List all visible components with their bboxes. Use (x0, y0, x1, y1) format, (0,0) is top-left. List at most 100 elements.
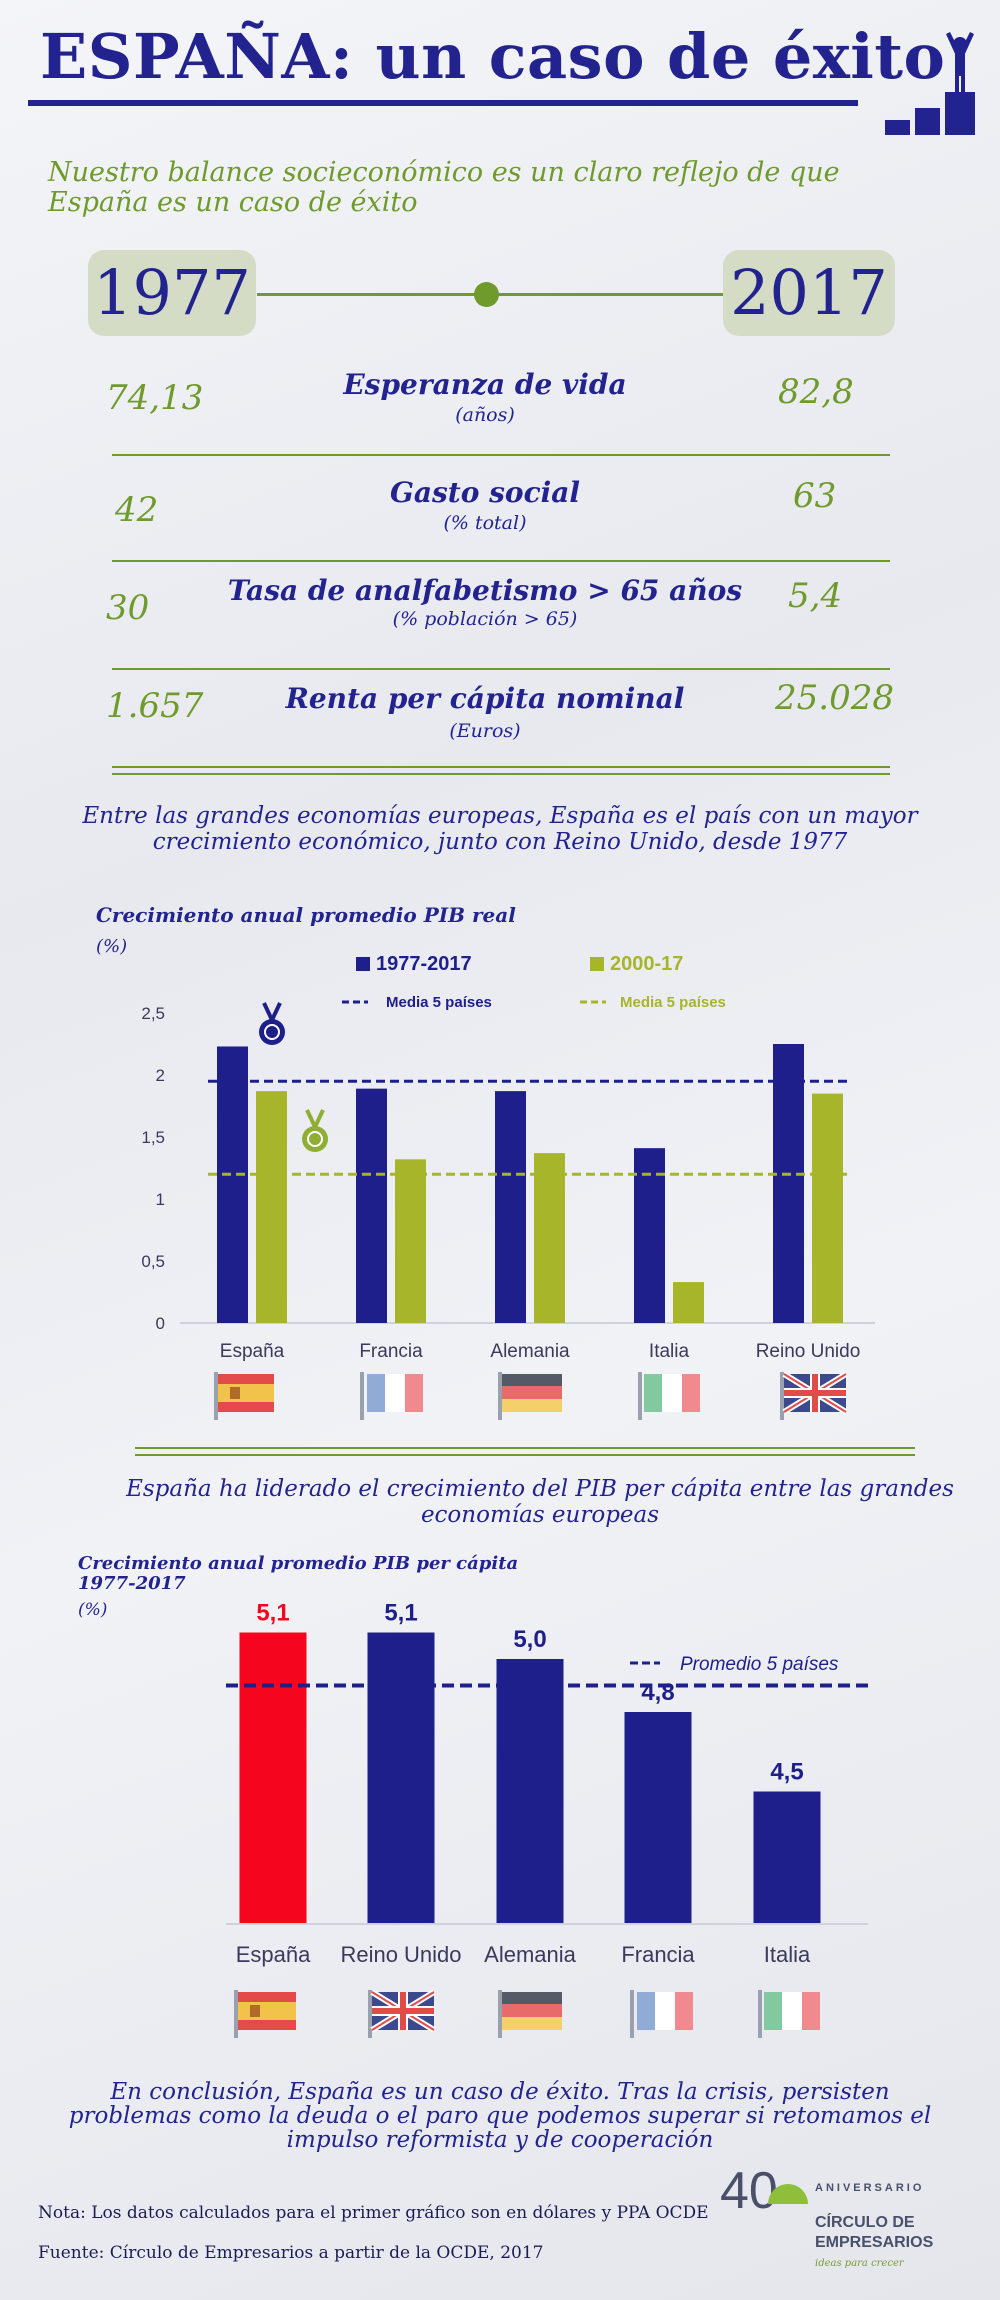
chart2-data-label: 5,1 (384, 1600, 417, 1627)
section1-text: Entre las grandes economías europeas, Es… (82, 803, 918, 855)
chart1-ytick-label: 1,5 (141, 1128, 165, 1147)
chart1-xtick-label: Francia (359, 1341, 423, 1362)
flag-france-icon (360, 1372, 423, 1420)
indicator-unit: (% población > 65) (392, 608, 578, 630)
section-divider (135, 1454, 915, 1456)
indicator-label: Esperanza de vida (343, 368, 627, 401)
chart1-xtick-label: Alemania (490, 1341, 570, 1362)
indicator-divider-double (112, 766, 890, 768)
indicator-divider (112, 454, 890, 456)
chart2-bar (367, 1632, 435, 1924)
indicator-1977-value: 74,13 (106, 378, 204, 418)
chart2-data-label: 4,8 (641, 1679, 674, 1706)
chart1-ytick-label: 0,5 (141, 1252, 165, 1271)
chart1-bar-a (773, 1044, 804, 1323)
source-text: Fuente: Círculo de Empresarios a partir … (38, 2243, 544, 2263)
chart2-xtick-label: Reino Unido (340, 1942, 461, 1967)
anniversary-logo: 40 (720, 2160, 815, 2224)
chart2-bars (239, 1632, 821, 1924)
flag-uk-icon (780, 1371, 848, 1420)
chart2-ylabel: (%) (78, 1600, 108, 1620)
chart2-xtick-label: Alemania (484, 1942, 576, 1967)
chart1-xtick-label: España (220, 1341, 285, 1362)
indicator-label: Renta per cápita nominal (285, 682, 685, 715)
flag-italy-icon (758, 1990, 820, 2038)
flag-germany-icon (498, 1990, 562, 2038)
chart1-ytick-label: 2 (156, 1066, 165, 1085)
conclusion-text: En conclusión, España es un caso de éxit… (68, 2079, 932, 2153)
chart2-xlabels: España Reino Unido Alemania Francia Italia (236, 1942, 811, 1967)
chart2-xtick-label: Francia (621, 1942, 695, 1967)
indicator-unit: (años) (455, 404, 515, 426)
brand-name-line1: CÍRCULO DE (815, 2214, 915, 2231)
legend-label-1977: 1977-2017 (376, 953, 472, 975)
legend-swatch-2000 (590, 957, 604, 971)
chart2-xtick-label: Italia (764, 1942, 811, 1967)
chart1-title: Crecimiento anual promedio PIB real (96, 903, 516, 927)
section-divider (135, 1447, 915, 1449)
timeline-dot (474, 282, 499, 307)
chart2-bar (496, 1659, 564, 1924)
chart1-bar-b (395, 1159, 426, 1323)
flag-spain-icon (234, 1990, 296, 2038)
chart2-bar (753, 1791, 821, 1924)
chart2-bar (624, 1712, 692, 1924)
legend-swatch-1977 (356, 957, 370, 971)
chart2-title: Crecimiento anual promedio PIB per cápit… (78, 1553, 519, 1574)
podium-icon (880, 30, 990, 144)
chart2-subtitle: 1977-2017 (78, 1573, 186, 1594)
chart1-bars (217, 1044, 843, 1323)
chart2-data-label: 5,1 (256, 1600, 289, 1627)
anniversary-number: 40 (720, 2162, 778, 2220)
chart2-legend-label: Promedio 5 países (680, 1654, 839, 1675)
indicator-unit: (% total) (443, 512, 527, 534)
indicator-2017-value: 82,8 (778, 372, 854, 412)
legend-label-2000: 2000-17 (610, 953, 683, 975)
chart1-bar-b (534, 1153, 565, 1323)
indicator-divider (112, 668, 890, 670)
page-title: ESPAÑA: un caso de éxito (40, 20, 946, 93)
chart1-yticks: 0 0,5 1 1,5 2 2,5 (141, 1004, 165, 1333)
flag-spain-icon (214, 1372, 274, 1420)
chart2-data-label: 4,5 (770, 1759, 803, 1786)
chart1-svg: 0 0,5 1 1,5 2 2,5 España Francia Alemania Italia… (141, 953, 875, 1420)
chart1-bar-b (673, 1282, 704, 1323)
note-text: Nota: Los datos calculados para el prime… (38, 2203, 709, 2223)
gold-medal-icon (259, 1002, 285, 1045)
indicator-1977-value: 1.657 (106, 686, 204, 726)
chart1-reference-lines (208, 1079, 852, 1176)
indicator-divider (112, 560, 890, 562)
silver-medal-icon (302, 1109, 328, 1152)
indicator-2017-value: 25.028 (775, 678, 894, 718)
indicator-label: Tasa de analfabetismo > 65 años (227, 574, 743, 607)
section2-text: España ha liderado el crecimiento del PI… (126, 1476, 954, 1528)
indicator-1977-value: 30 (106, 588, 150, 628)
chart1-ytick-label: 2,5 (141, 1004, 165, 1023)
chart2-svg: 5,1 5,1 5,0 4,8 4,5 España Reino Unido Alemani… (226, 1600, 868, 2038)
legend-ref-label-olive: Media 5 países (620, 994, 726, 1011)
indicator-1977-value: 42 (115, 490, 159, 530)
title-underline (28, 100, 858, 106)
indicator-label: Gasto social (389, 476, 581, 509)
chart2-xtick-label: España (236, 1942, 311, 1967)
chart1-xtick-label: Italia (649, 1341, 690, 1362)
chart1-xtick-label: Reino Unido (756, 1341, 861, 1362)
chart1-bar-a (634, 1148, 665, 1323)
chart1-bar-b (256, 1091, 287, 1323)
indicator-unit: (Euros) (449, 720, 521, 742)
year-start-box: 1977 (88, 250, 256, 336)
year-end-box: 2017 (723, 250, 895, 336)
chart1-bar-a (356, 1088, 387, 1323)
indicator-2017-value: 5,4 (788, 576, 843, 616)
chart2-bar (239, 1632, 307, 1924)
flag-uk-icon (368, 1989, 436, 2038)
chart1-ytick-label: 0 (156, 1314, 165, 1333)
brand-name-line2: EMPRESARIOS (815, 2234, 934, 2251)
flag-france-icon (630, 1990, 693, 2038)
brand-anniversary: ANIVERSARIO (815, 2182, 925, 2194)
chart1-bar-a (495, 1091, 526, 1323)
chart1-bar-a (217, 1046, 248, 1323)
chart1-ytick-label: 1 (156, 1190, 165, 1209)
chart2-data-labels: 5,1 5,1 5,0 4,8 4,5 (256, 1600, 803, 1786)
indicator-2017-value: 63 (793, 476, 837, 516)
